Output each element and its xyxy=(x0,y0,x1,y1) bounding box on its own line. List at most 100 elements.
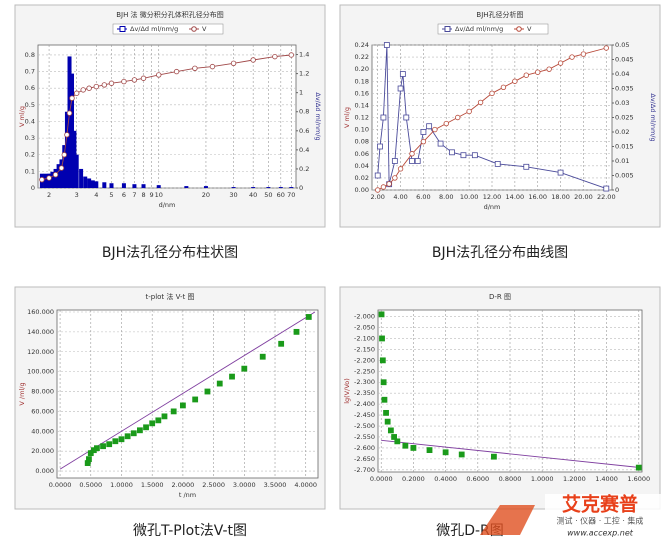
y-tick-label: 0.6 xyxy=(25,84,35,92)
point xyxy=(192,396,199,403)
x-tick-label: 20.00 xyxy=(574,193,593,201)
point xyxy=(414,158,421,164)
x-tick-label: 5 xyxy=(109,191,113,199)
series-line xyxy=(381,439,641,469)
x-tick-label: 30 xyxy=(229,191,237,199)
y2-tick-label: 0.025 xyxy=(615,114,634,122)
legend-marker xyxy=(191,26,197,32)
y-axis-label: V ml/g xyxy=(18,106,26,127)
y-tick-label: 0.20 xyxy=(355,65,369,73)
y-tick-label: -2.050 xyxy=(354,324,375,332)
point xyxy=(100,443,106,450)
x-tick-label: 8.00 xyxy=(439,193,453,201)
x-tick-label: 12.00 xyxy=(483,193,502,201)
x-tick-label: 6.00 xyxy=(416,193,430,201)
x-tick-label: 22.00 xyxy=(597,193,616,201)
x-tick-label: 60 xyxy=(277,191,285,199)
point xyxy=(66,110,73,116)
point xyxy=(305,314,312,320)
x-tick-label: 4.0000 xyxy=(294,481,317,489)
series-line xyxy=(59,311,316,470)
y-tick-label: 0.10 xyxy=(355,126,369,134)
series-line xyxy=(377,47,607,191)
point xyxy=(69,95,75,101)
y-tick-label: 140.000 xyxy=(27,328,54,336)
url: www.accexp.net xyxy=(567,529,634,538)
x-tick-label: 0.6000 xyxy=(466,475,489,483)
point xyxy=(230,60,237,66)
chart-title: BJH孔径分析图 xyxy=(476,10,523,19)
point xyxy=(375,187,381,193)
x-tick-label: 1.0000 xyxy=(531,475,554,483)
point xyxy=(130,430,137,437)
y-tick-label: -2.550 xyxy=(354,433,375,441)
y2-tick-label: 0.015 xyxy=(615,143,634,151)
bar xyxy=(47,173,52,188)
x-tick-label: 1.0000 xyxy=(110,481,133,489)
bar xyxy=(94,181,99,188)
x-tick-label: 20 xyxy=(202,191,210,199)
point xyxy=(137,427,143,434)
point xyxy=(93,83,99,90)
bar xyxy=(59,159,64,188)
y-tick-label: 0.3 xyxy=(25,134,35,142)
point xyxy=(523,72,529,78)
point xyxy=(466,108,472,115)
y-tick-label: 100.000 xyxy=(27,368,54,376)
y2-tick-label: 0.8 xyxy=(299,108,309,116)
y-tick-label: 0.22 xyxy=(355,53,369,61)
x-tick-label: 14.00 xyxy=(506,193,525,201)
point xyxy=(58,165,65,171)
legend-marker xyxy=(119,26,126,32)
legend-label: Δv/Δd ml/nm/g xyxy=(455,25,503,33)
y2-axis-label: Δv/Δd ml/nm/g xyxy=(649,93,657,141)
caption: BJH法孔径分布曲线图 xyxy=(432,245,568,261)
y-tick-label: 0.12 xyxy=(355,114,369,122)
y2-tick-label: 0 xyxy=(299,184,303,192)
x-tick-label: 1.6000 xyxy=(627,475,650,483)
y-axis-label: lg(V/Vo) xyxy=(343,378,351,404)
legend-box xyxy=(437,23,549,35)
point xyxy=(61,152,67,158)
y2-tick-label: 1.4 xyxy=(299,51,309,59)
bar xyxy=(64,111,69,188)
y2-tick-label: 0.6 xyxy=(299,127,309,135)
y-tick-label: 160.000 xyxy=(27,308,54,316)
x-axis-label: d/nm xyxy=(159,201,176,209)
bar xyxy=(156,185,161,188)
y-tick-label: -2.700 xyxy=(354,466,375,474)
y2-axis-label: Δv/Δd ml/nm/g xyxy=(314,92,322,140)
point xyxy=(64,132,70,138)
point xyxy=(409,151,415,157)
point xyxy=(380,379,387,386)
x-axis-label: t /nm xyxy=(179,491,196,499)
y-tick-label: -2.400 xyxy=(354,400,375,408)
y-tick-label: 0.7 xyxy=(25,68,35,76)
x-tick-label: 2 xyxy=(47,191,51,199)
bar xyxy=(109,183,114,188)
point xyxy=(39,176,45,183)
point xyxy=(442,449,449,456)
y-tick-label: -2.350 xyxy=(354,389,375,397)
point xyxy=(432,126,438,133)
legend-label: Δv/Δd ml/nm/g xyxy=(130,25,178,33)
point xyxy=(397,85,404,92)
y-tick-label: 40.000 xyxy=(31,427,54,435)
x-tick-label: 0.0000 xyxy=(370,475,393,483)
point xyxy=(46,175,52,181)
y-tick-label: 0 xyxy=(31,184,35,192)
point xyxy=(443,120,449,127)
x-tick-label: 10.00 xyxy=(460,193,479,201)
slogan: 测试 · 仪器 · 工控 · 集成 xyxy=(557,516,644,526)
point xyxy=(546,66,552,72)
bar xyxy=(72,130,77,188)
bar xyxy=(74,154,79,188)
point xyxy=(101,82,108,88)
y-tick-label: 0.14 xyxy=(355,101,369,109)
point xyxy=(192,65,198,71)
point xyxy=(250,57,256,63)
y-tick-label: 0.18 xyxy=(355,77,369,85)
point xyxy=(569,54,575,60)
point xyxy=(377,143,383,150)
y-tick-label: 0.8 xyxy=(25,51,35,59)
